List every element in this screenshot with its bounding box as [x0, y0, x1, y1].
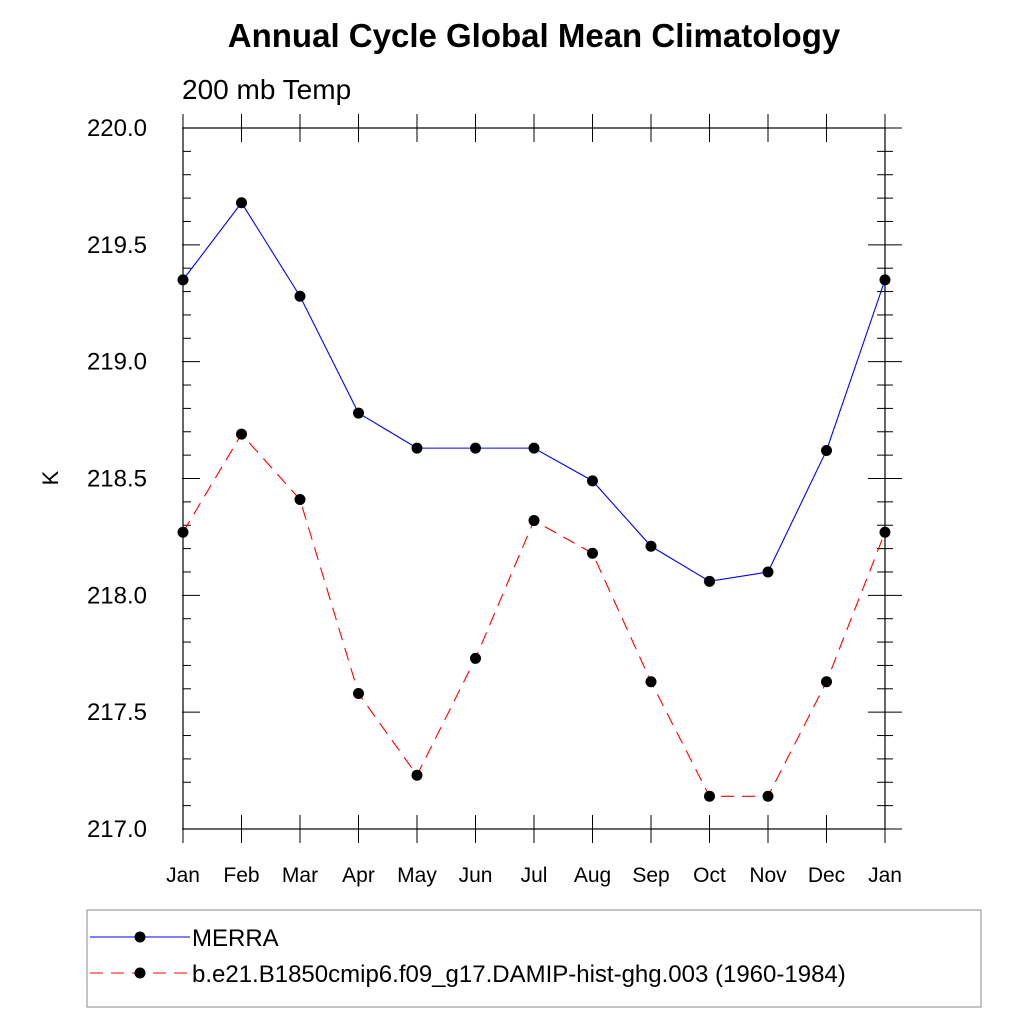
x-tick-label: Jun: [459, 864, 493, 887]
legend-label-1: b.e21.B1850cmip6.f09_g17.DAMIP-hist-ghg.…: [192, 961, 846, 988]
series-0-point: [411, 442, 423, 454]
y-tick-label: 217.5: [87, 699, 147, 726]
series-1-point: [353, 687, 364, 699]
series-1-point: [879, 526, 891, 538]
x-tick-label: Dec: [808, 864, 845, 887]
y-tick-label: 218.0: [87, 582, 147, 609]
y-tick-label: 220.0: [87, 115, 147, 142]
axis-ticks: [182, 114, 902, 843]
x-tick-label: Jan: [868, 864, 902, 887]
series-1-point: [645, 676, 657, 688]
series-0-point: [645, 540, 657, 552]
y-tick-label: 217.0: [87, 816, 147, 843]
series-1-point: [411, 769, 423, 781]
series-line-1: [182, 433, 886, 797]
series-0-point: [470, 442, 481, 454]
x-tick-label: May: [397, 864, 437, 887]
chart-subtitle: 200 mb Temp: [182, 74, 351, 105]
y-tick-label: 219.0: [87, 349, 147, 376]
chart-title: Annual Cycle Global Mean Climatology: [228, 17, 841, 54]
x-tick-label: Jan: [166, 864, 200, 887]
plot-frame: [182, 127, 886, 830]
series-1-point: [236, 428, 247, 440]
series-0-point: [762, 566, 774, 578]
series-0-point: [821, 444, 832, 456]
series-0-point: [704, 575, 715, 587]
y-tick-label: 219.5: [87, 232, 147, 259]
series-0-point: [294, 290, 306, 302]
series-0-point: [177, 274, 189, 286]
series-1-point: [177, 526, 189, 538]
legend: MERRA b.e21.B1850cmip6.f09_g17.DAMIP-hist…: [90, 925, 846, 988]
legend-label-0: MERRA: [192, 925, 279, 952]
legend-marker-0: [134, 931, 146, 943]
x-tick-label: Sep: [632, 864, 669, 887]
x-tick-label: Apr: [342, 864, 375, 887]
series-1-point: [528, 515, 540, 527]
series-0-point: [587, 475, 598, 487]
x-tick-label: Mar: [282, 864, 318, 887]
x-tick-label: Jul: [521, 864, 548, 887]
x-tick-label: Aug: [574, 864, 611, 887]
series-0-point: [236, 197, 247, 209]
x-tick-label: Feb: [223, 864, 259, 887]
series-1-point: [704, 790, 715, 802]
legend-marker-1: [134, 967, 146, 979]
series-0-point: [528, 442, 540, 454]
x-tick-labels: Jan Feb Mar Apr May Jun Jul Aug Sep Oct Nov Dec Jan: [166, 864, 902, 887]
y-axis-label: K: [38, 470, 63, 485]
series-1-point: [587, 547, 598, 559]
y-tick-label: 218.5: [87, 466, 147, 493]
series-layer: [177, 197, 891, 802]
series-1-point: [821, 676, 832, 688]
series-1-point: [470, 652, 481, 664]
x-tick-label: Oct: [693, 864, 726, 887]
series-1-point: [294, 494, 306, 506]
series-1-point: [762, 790, 774, 802]
x-tick-label: Nov: [749, 864, 787, 887]
series-0-point: [353, 407, 364, 419]
y-tick-labels: 217.0 217.5 218.0 218.5 219.0 219.5 220.0: [87, 115, 147, 843]
series-0-point: [879, 274, 891, 286]
legend-box: [86, 909, 982, 1008]
